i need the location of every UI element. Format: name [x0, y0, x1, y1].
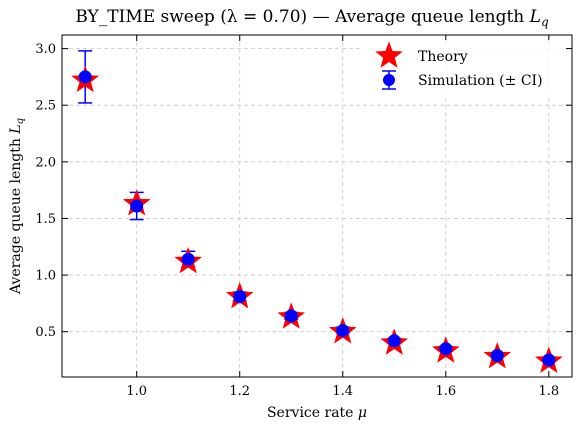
- simulation-point: [439, 342, 453, 356]
- y-tick-label: 2.5: [35, 99, 56, 114]
- simulation-point: [490, 348, 504, 362]
- x-tick-label: 1.4: [332, 384, 353, 399]
- simulation-point: [336, 324, 350, 338]
- simulation-point: [387, 334, 401, 348]
- x-tick-label: 1.0: [126, 384, 147, 399]
- x-tick-label: 1.8: [538, 384, 559, 399]
- legend-theory-label: Theory: [418, 49, 468, 65]
- legend-theory-marker: [374, 41, 404, 68]
- y-tick-label: 2.0: [35, 155, 56, 170]
- x-tick-label: 1.2: [229, 384, 250, 399]
- simulation-point: [78, 70, 92, 84]
- simulation-point: [542, 353, 556, 367]
- plot-frame: [61, 34, 573, 378]
- simulation-point: [284, 309, 298, 323]
- simulation-point: [233, 290, 247, 304]
- y-tick-label: 1.0: [35, 269, 56, 284]
- legend: Theory Simulation (± CI): [360, 40, 566, 98]
- y-tick-label: 1.5: [35, 212, 56, 227]
- y-tick-label: 0.5: [35, 325, 56, 340]
- simulation-point: [181, 252, 195, 266]
- x-tick-label: 1.6: [435, 384, 456, 399]
- x-axis-label: Service rate μ: [267, 405, 367, 421]
- axis-ticks: 1.0 1.2 1.4 1.6 1.8 0.5 1.0 1.5 2.0 2.5 3.0: [35, 35, 572, 399]
- simulation-markers: [78, 70, 556, 367]
- y-axis-label: Average queue length Lq: [8, 118, 26, 295]
- chart-title: BY_TIME sweep (λ = 0.70) — Average queue…: [75, 7, 549, 29]
- legend-simulation-label: Simulation (± CI): [418, 73, 543, 89]
- y-tick-label: 3.0: [35, 42, 56, 57]
- theory-markers: [71, 65, 563, 374]
- simulation-point: [130, 199, 144, 213]
- legend-simulation-marker: [382, 70, 396, 90]
